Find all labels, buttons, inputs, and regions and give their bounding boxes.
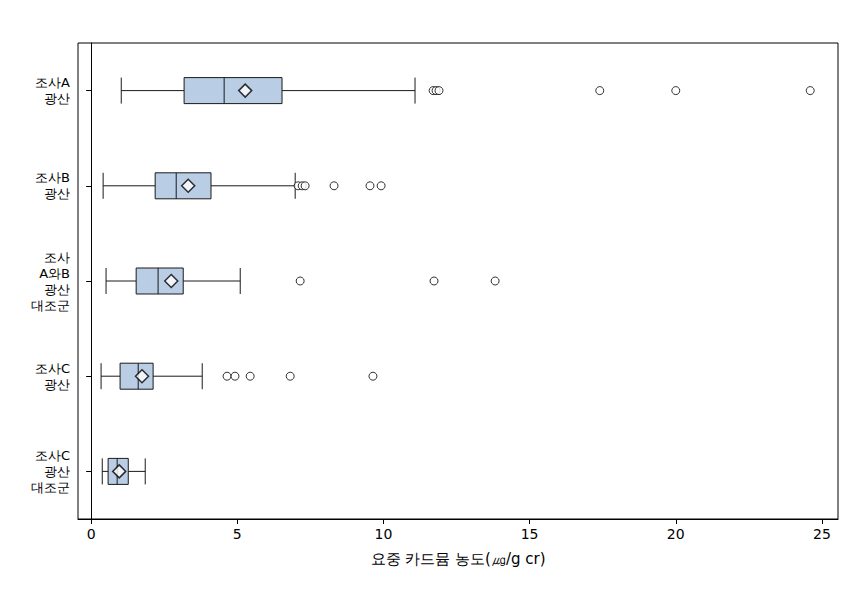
svg-text:5: 5: [233, 526, 242, 542]
svg-text:광산: 광산: [44, 91, 70, 106]
svg-text:조사C: 조사C: [35, 448, 70, 463]
svg-text:조사B: 조사B: [35, 170, 70, 185]
svg-text:A와B: A와B: [39, 266, 70, 281]
svg-text:조사: 조사: [44, 250, 70, 265]
svg-text:광산: 광산: [44, 282, 70, 297]
svg-text:요중 카드뮴 농도(㎍/g cr): 요중 카드뮴 농도(㎍/g cr): [371, 550, 546, 568]
svg-text:10: 10: [375, 526, 393, 542]
svg-text:광산: 광산: [44, 464, 70, 479]
svg-text:조사A: 조사A: [35, 75, 70, 90]
svg-text:15: 15: [521, 526, 539, 542]
svg-text:25: 25: [813, 526, 831, 542]
svg-text:대조군: 대조군: [31, 480, 70, 495]
svg-text:광산: 광산: [44, 186, 70, 201]
svg-text:광산: 광산: [44, 377, 70, 392]
svg-text:대조군: 대조군: [31, 298, 70, 313]
svg-text:조사C: 조사C: [35, 361, 70, 376]
svg-text:20: 20: [667, 526, 685, 542]
svg-text:0: 0: [87, 526, 96, 542]
